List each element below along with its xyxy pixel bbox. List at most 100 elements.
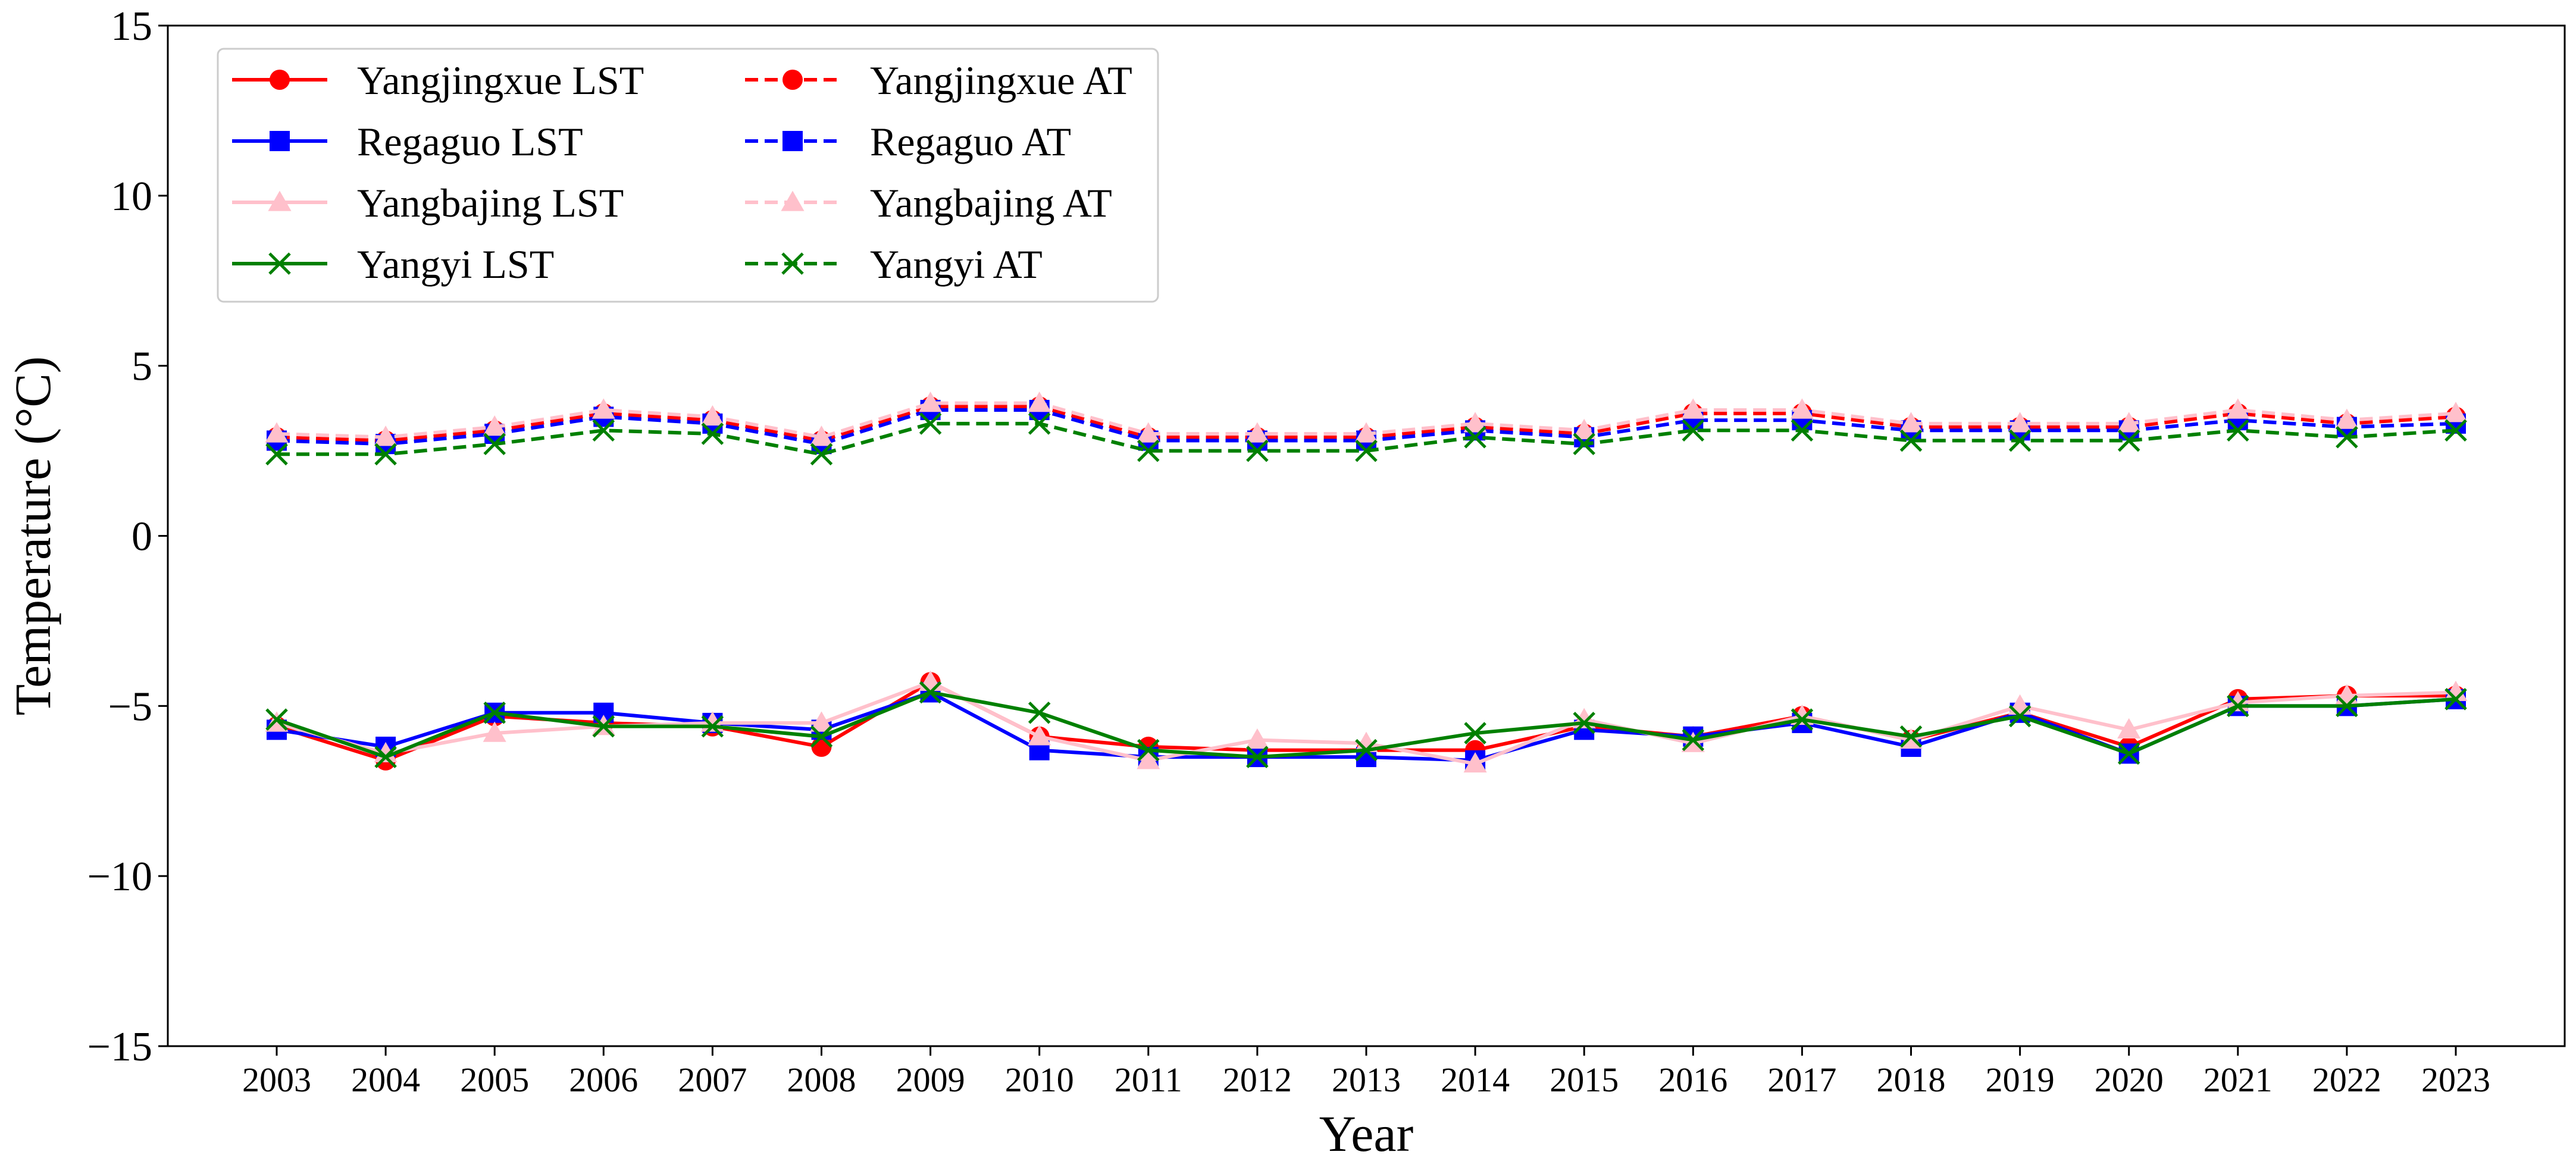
x-tick-label: 2003: [242, 1060, 311, 1099]
x-tick-label: 2022: [2312, 1060, 2381, 1099]
x-tick-label: 2005: [460, 1060, 529, 1099]
data-point: [2117, 412, 2141, 433]
axes-ticks: −15 −10 −5 0 5 10 15 2003 2004 2005 2006 2007 2008 20…: [87, 4, 2490, 1099]
data-point: [2444, 419, 2467, 442]
data-point: [374, 443, 397, 466]
data-point: [1682, 728, 1705, 752]
data-point: [1464, 425, 1486, 449]
data-point: [1245, 422, 1269, 443]
data-point: [1137, 738, 1160, 762]
data-point: [1463, 412, 1487, 433]
x-tick-label: 2008: [787, 1060, 856, 1099]
data-point: [483, 415, 506, 436]
data-point: [1572, 418, 1596, 439]
series-yangbajing-at: [265, 392, 2468, 446]
legend: Yangjingxue LST Regaguo LST Yangbajing LST…: [217, 48, 1159, 303]
x-tick-label: 2015: [1550, 1060, 1619, 1099]
data-point: [2444, 688, 2467, 711]
legend-marker: [781, 252, 804, 275]
y-tick-label: 0: [132, 514, 152, 560]
legend-item: Yangjingxue AT: [745, 58, 1132, 103]
data-point: [2336, 694, 2358, 718]
data-point: [1028, 725, 1051, 746]
x-tick-label: 2023: [2421, 1060, 2490, 1099]
y-axis-label: Temperature (°C): [4, 356, 61, 716]
legend-box: [217, 48, 1159, 303]
data-point: [919, 392, 943, 412]
data-point: [919, 681, 942, 704]
legend-item: Yangbajing LST: [232, 180, 624, 226]
x-tick-label: 2004: [351, 1060, 420, 1099]
legend-label: Yangbajing AT: [870, 180, 1112, 226]
data-point: [592, 419, 615, 442]
legend-marker: [268, 190, 292, 211]
data-point: [1573, 433, 1595, 455]
data-point: [592, 715, 615, 738]
legend-marker: [270, 70, 290, 90]
plot-series: [265, 392, 2468, 773]
data-point: [1246, 746, 1269, 768]
data-point: [1028, 701, 1051, 724]
data-point: [810, 443, 833, 466]
legend-item: Yangbajing AT: [745, 180, 1112, 226]
data-point: [1245, 728, 1269, 749]
data-point: [1355, 439, 1378, 462]
data-point: [1137, 422, 1160, 443]
data-point: [1028, 392, 1051, 412]
legend-item: Regaguo LST: [232, 119, 583, 164]
data-point: [1137, 439, 1160, 462]
x-tick-label: 2018: [1877, 1060, 1946, 1099]
x-tick-label: 2020: [2095, 1060, 2164, 1099]
data-point: [1463, 752, 1487, 773]
data-point: [2226, 398, 2250, 419]
x-tick-label: 2014: [1441, 1060, 1510, 1099]
legend-item: Yangjingxue LST: [232, 58, 644, 103]
data-point: [265, 708, 288, 731]
legend-item: Regaguo AT: [745, 119, 1071, 164]
data-point: [265, 443, 288, 466]
data-point: [1354, 731, 1378, 752]
y-tick-label: −5: [108, 684, 152, 730]
data-point: [374, 425, 397, 446]
data-point: [1355, 738, 1378, 762]
legend-item: Yangyi LST: [232, 242, 554, 287]
series-yangyi-at: [265, 412, 2467, 466]
data-point: [810, 725, 833, 748]
y-tick-label: −10: [87, 854, 152, 900]
legend-label: Yangyi AT: [870, 242, 1043, 287]
data-point: [2008, 412, 2032, 433]
x-tick-label: 2021: [2203, 1060, 2273, 1099]
data-point: [2117, 718, 2141, 739]
data-point: [1899, 412, 1923, 433]
legend-item: Yangyi AT: [745, 242, 1043, 287]
data-point: [919, 412, 942, 435]
axes-frame: [167, 24, 2566, 1047]
legend-label: Yangyi LST: [357, 242, 554, 287]
data-point: [809, 425, 834, 446]
data-point: [1791, 419, 1814, 442]
data-point: [2117, 742, 2140, 765]
data-point: [809, 711, 834, 732]
x-tick-label: 2009: [896, 1060, 965, 1099]
data-point: [2227, 419, 2249, 442]
data-point: [2336, 425, 2358, 449]
y-tick-label: 5: [132, 344, 152, 390]
data-point: [1899, 725, 1923, 748]
data-point: [2227, 694, 2249, 718]
data-point: [1681, 398, 1705, 419]
x-tick-label: 2013: [1332, 1060, 1401, 1099]
x-tick-label: 2019: [1986, 1060, 2055, 1099]
legend-marker: [270, 131, 290, 151]
data-point: [1246, 439, 1269, 462]
legend-marker: [782, 131, 803, 151]
legend-label: Yangjingxue AT: [870, 58, 1132, 103]
data-point: [1682, 419, 1705, 442]
legend-label: Regaguo LST: [357, 119, 583, 164]
x-tick-label: 2010: [1005, 1060, 1074, 1099]
legend-label: Regaguo AT: [870, 119, 1071, 164]
legend-label: Yangjingxue LST: [357, 58, 644, 103]
x-tick-label: 2006: [569, 1060, 638, 1099]
y-tick-label: 10: [111, 174, 152, 220]
data-point: [483, 433, 506, 455]
